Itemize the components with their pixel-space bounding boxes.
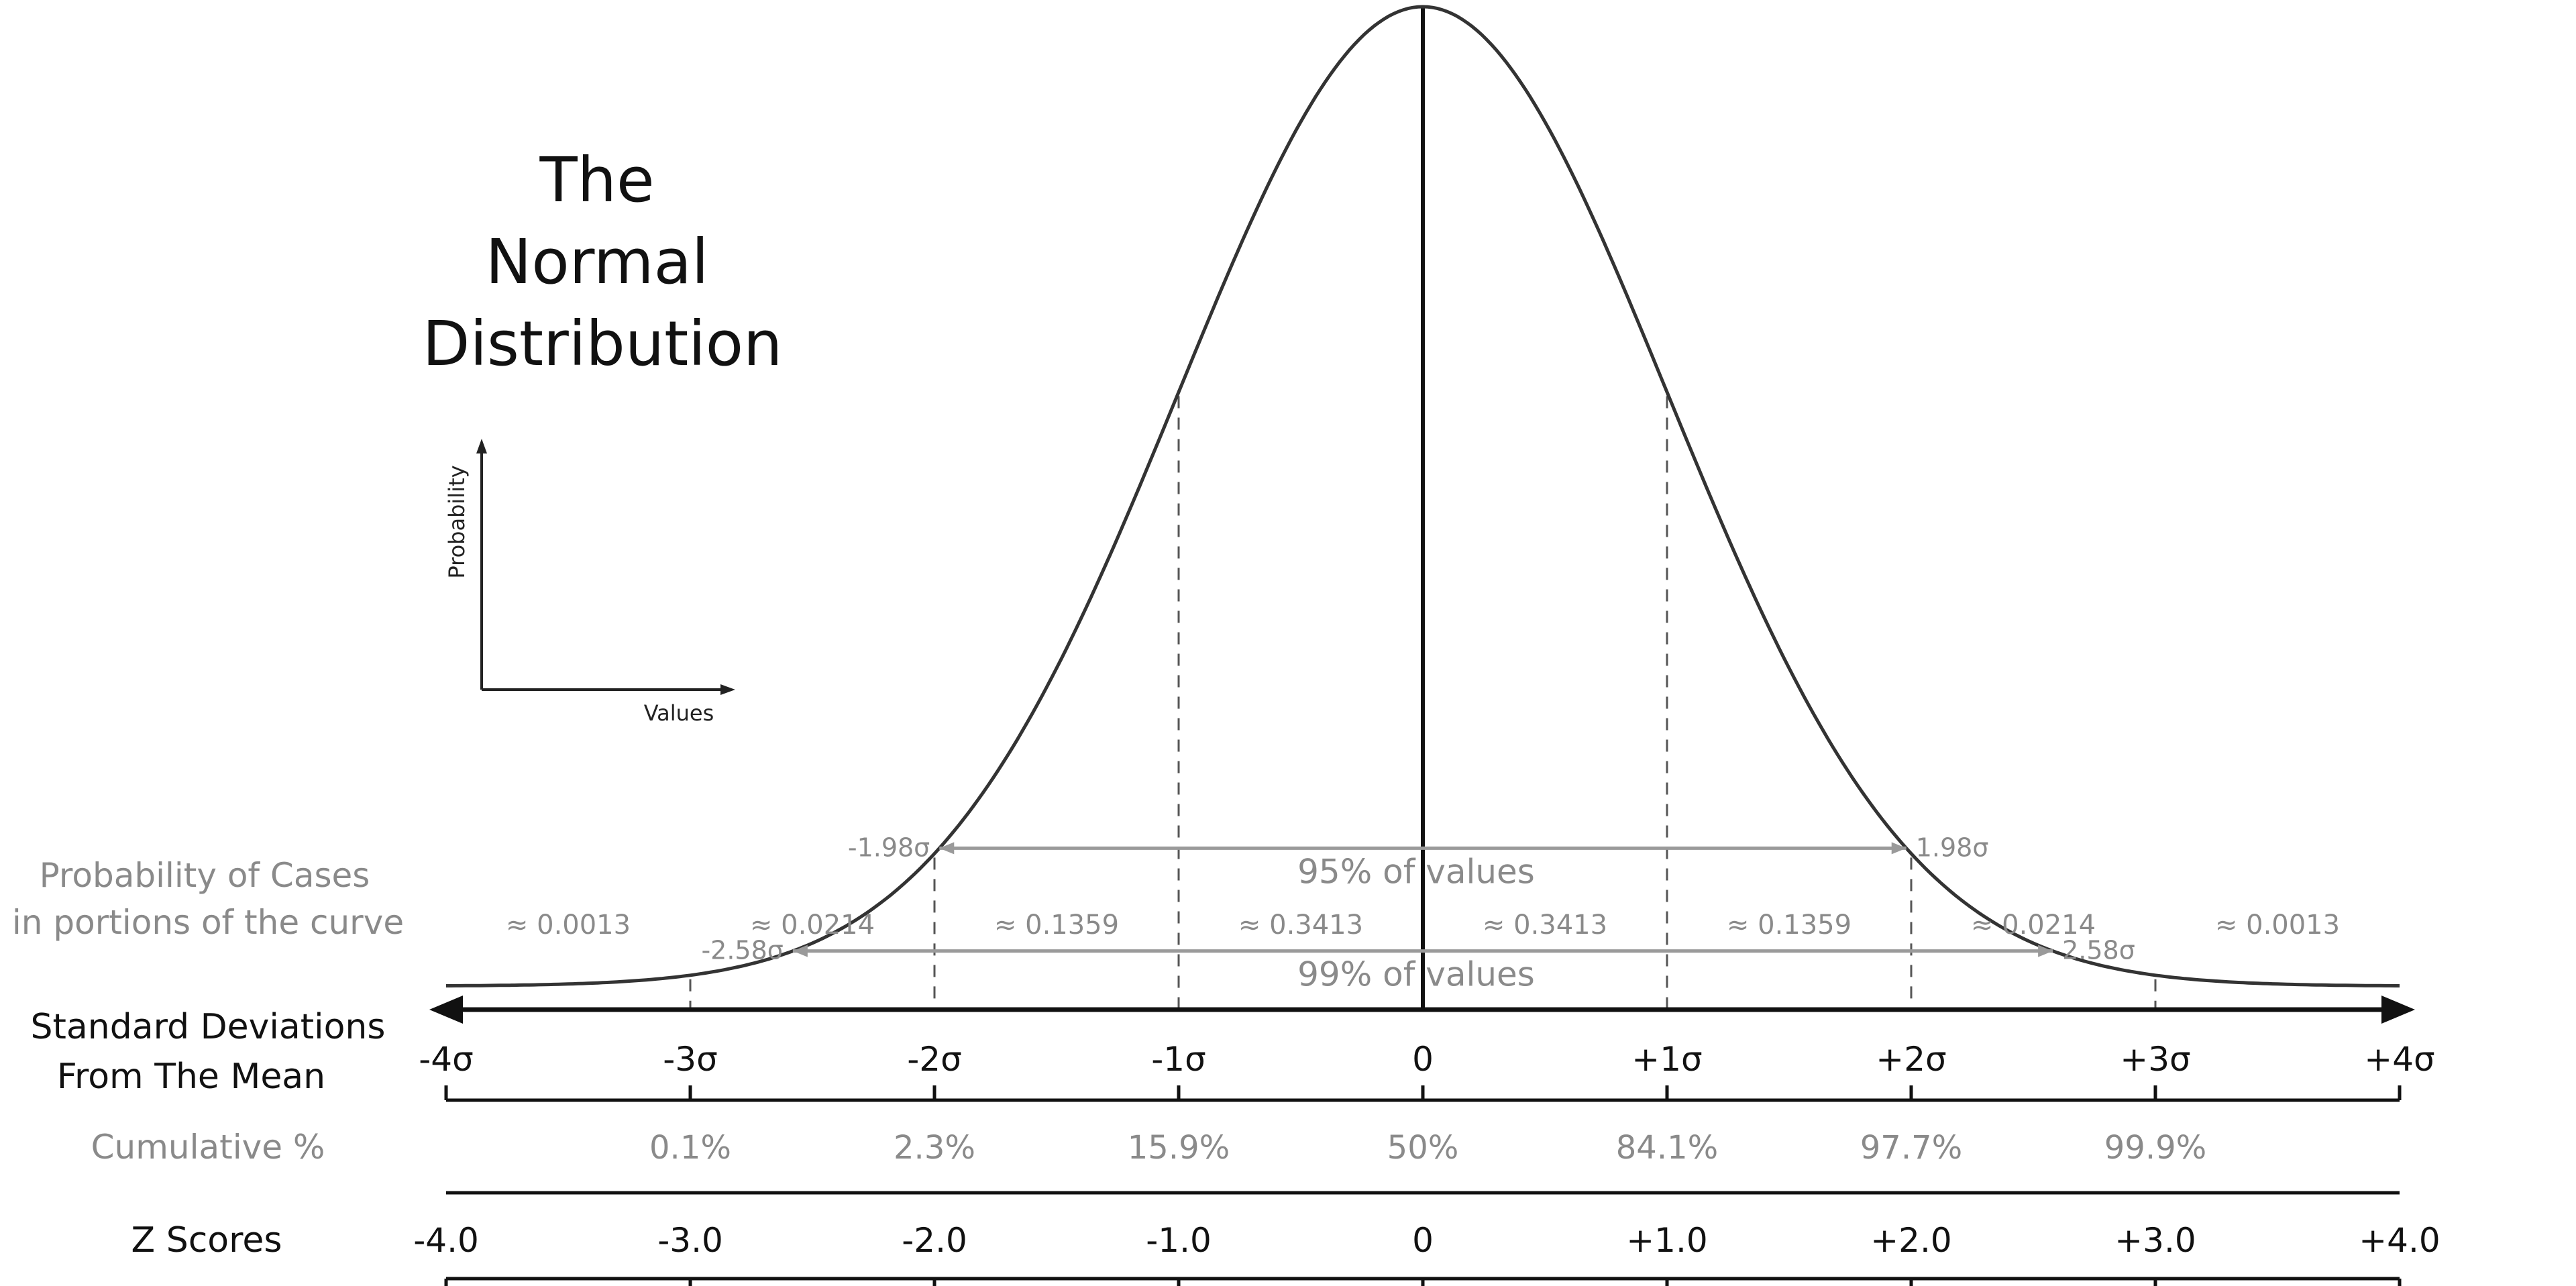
z-tick-label-2: -2.0 — [902, 1221, 967, 1260]
bell-curve-line — [446, 5, 2400, 987]
z-tick-label-6: +2.0 — [1870, 1221, 1951, 1260]
probability-value-7: ≈ 0.0013 — [2215, 910, 2340, 941]
z-tick-label-3: -1.0 — [1146, 1221, 1212, 1260]
z-tick-label-5: +1.0 — [1626, 1221, 1707, 1260]
sd-tick-label-2: -2σ — [907, 1040, 962, 1079]
probability-value-3: ≈ 0.3413 — [1238, 910, 1363, 941]
probability-row-label-2: in portions of the curve — [12, 903, 404, 942]
range-band-high-label-1: 2.58σ — [2062, 936, 2135, 965]
probability-value-1: ≈ 0.0214 — [750, 910, 875, 941]
sd-tick-label-7: +3σ — [2120, 1040, 2190, 1079]
z-score-row: Z Scores -4.0 -3.0 -2.0 -1.0 0 +1.0 +2.0 +3.0 +4… — [131, 1220, 2440, 1261]
sd-tick-label-0: -4σ — [419, 1040, 474, 1079]
sd-tick-label-1: -3σ — [663, 1040, 718, 1079]
sd-range-bands: -1.98σ 1.98σ 95% of values -2.58σ 2.58σ 99% o… — [701, 833, 2135, 994]
probability-row-label-1: Probability of Cases — [40, 856, 370, 895]
probability-value-4: ≈ 0.3413 — [1483, 910, 1607, 941]
z-tick-label-4: 0 — [1412, 1221, 1434, 1260]
range-band-low-label-1: -2.58σ — [701, 936, 783, 965]
probability-value-2: ≈ 0.1359 — [994, 910, 1119, 941]
range-band-right-arrow-0 — [1891, 842, 1907, 855]
range-band-left-arrow-1 — [792, 945, 808, 957]
z-tick-label-0: -4.0 — [413, 1221, 479, 1260]
sd-row-bracket — [444, 1085, 2402, 1102]
sd-tick-label-3: -1σ — [1151, 1040, 1206, 1079]
range-band-label-0: 95% of values — [1297, 852, 1535, 891]
sd-axis-right-arrow — [2381, 996, 2415, 1024]
sd-tick-label-5: +1σ — [1631, 1040, 1702, 1079]
cumulative-tick-label-3: 50% — [1387, 1129, 1459, 1167]
probability-value-0: ≈ 0.0013 — [506, 910, 631, 941]
inset-x-label: Values — [644, 700, 714, 726]
sd-tick-label-6: +2σ — [1876, 1040, 1946, 1079]
range-band-right-arrow-1 — [2038, 945, 2053, 957]
z-row-bracket — [444, 1277, 2402, 1286]
range-band-high-label-0: 1.98σ — [1916, 833, 1989, 862]
z-tick-label-1: -3.0 — [657, 1221, 723, 1260]
sd-tick-label-8: +4σ — [2364, 1040, 2434, 1079]
z-tick-label-8: +4.0 — [2359, 1221, 2440, 1260]
z-row-label: Z Scores — [131, 1220, 282, 1261]
cumulative-tick-label-2: 15.9% — [1128, 1129, 1230, 1167]
title-line-3: Distribution — [423, 308, 783, 380]
probability-row: Probability of Cases in portions of the … — [12, 856, 2340, 942]
cumulative-row-label: Cumulative % — [91, 1128, 325, 1167]
title-line-1: The — [539, 144, 654, 216]
sd-row-label-1: Standard Deviations — [31, 1007, 386, 1047]
probability-value-5: ≈ 0.1359 — [1727, 910, 1851, 941]
z-tick-label-7: +3.0 — [2114, 1221, 2196, 1260]
range-band-low-label-0: -1.98σ — [848, 833, 930, 862]
cumulative-tick-label-6: 99.9% — [2104, 1129, 2206, 1167]
cumulative-tick-label-0: 0.1% — [649, 1129, 731, 1167]
probability-value-6: ≈ 0.0214 — [1971, 910, 2096, 941]
cumulative-tick-label-1: 2.3% — [894, 1129, 975, 1167]
sigma-guide-lines — [689, 396, 2157, 1010]
inset-axes-diagram: Probability Values — [444, 439, 735, 726]
cumulative-tick-label-5: 97.7% — [1860, 1129, 1962, 1167]
cumulative-tick-label-4: 84.1% — [1616, 1129, 1718, 1167]
cumulative-row: Cumulative % 0.1% 2.3% 15.9% 50% 84.1% 97.7% 9… — [91, 1128, 2207, 1167]
sd-row: Standard Deviations From The Mean -4σ -3σ… — [31, 1007, 2435, 1097]
title-line-2: Normal — [486, 226, 709, 298]
inset-x-arrow — [720, 684, 735, 695]
sd-tick-label-4: 0 — [1412, 1040, 1434, 1079]
sd-axis-left-arrow — [429, 996, 463, 1024]
range-band-label-1: 99% of values — [1297, 955, 1535, 994]
chart-title: The Normal Distribution — [423, 144, 783, 380]
inset-y-label: Probability — [444, 465, 470, 578]
range-band-left-arrow-0 — [939, 842, 955, 855]
sd-row-label-2: From The Mean — [57, 1057, 325, 1097]
sd-axis — [429, 996, 2415, 1024]
inset-y-arrow — [476, 439, 487, 453]
